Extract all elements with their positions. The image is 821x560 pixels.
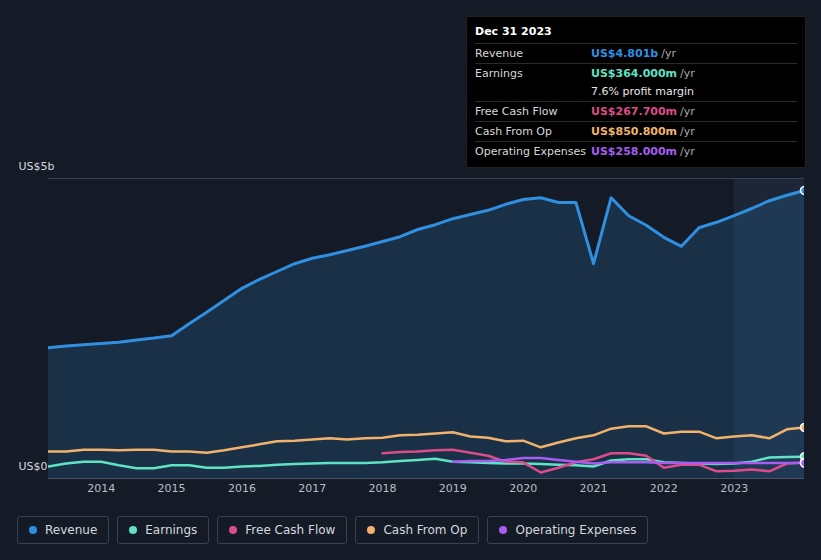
html-text:Cash From Op: Cash From Op — [475, 125, 552, 138]
html-text:Revenue: Revenue — [45, 523, 98, 537]
html-text:Revenue: Revenue — [475, 47, 523, 60]
svg-text:2014: 2014 — [87, 482, 115, 495]
svg-text:2021: 2021 — [580, 482, 608, 495]
html-text:US$258.000m /yr: US$258.000m /yr — [591, 145, 695, 158]
svg-text:2015: 2015 — [158, 482, 186, 495]
html-text:Earnings: Earnings — [475, 67, 523, 80]
svg-text:2022: 2022 — [650, 482, 678, 495]
html-text:US$364.000m /yr: US$364.000m /yr — [591, 67, 695, 80]
svg-text:2019: 2019 — [439, 482, 467, 495]
html-text:7.6% profit margin: 7.6% profit margin — [591, 85, 694, 98]
html-text:Free Cash Flow: Free Cash Flow — [245, 523, 336, 537]
html-text:Earnings: Earnings — [145, 523, 198, 537]
svg-text:2018: 2018 — [369, 482, 397, 495]
html-text:US$850.800m /yr: US$850.800m /yr — [591, 125, 695, 138]
html-text:US$4.801b /yr: US$4.801b /yr — [591, 47, 676, 60]
svg-text:2020: 2020 — [509, 482, 537, 495]
html-text:Operating Expenses: Operating Expenses — [475, 145, 586, 158]
svg-text:2023: 2023 — [720, 482, 748, 495]
html-text:Dec 31 2023: Dec 31 2023 — [475, 25, 552, 38]
svg-text:2017: 2017 — [298, 482, 326, 495]
svg-text:US$5b: US$5b — [19, 160, 55, 173]
svg-text:US$0: US$0 — [19, 460, 48, 473]
svg-text:2016: 2016 — [228, 482, 256, 495]
html-text:Cash From Op: Cash From Op — [383, 523, 468, 537]
html-text:US$267.700m /yr: US$267.700m /yr — [591, 105, 695, 118]
html-text:Operating Expenses: Operating Expenses — [515, 523, 637, 537]
html-text:Free Cash Flow: Free Cash Flow — [475, 105, 558, 118]
